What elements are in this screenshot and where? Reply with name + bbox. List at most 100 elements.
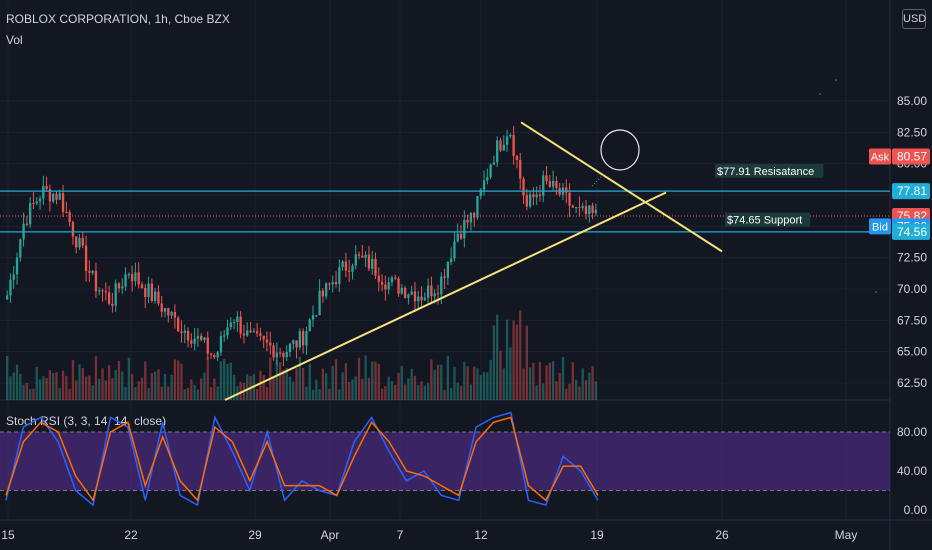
candle-body: [288, 343, 292, 352]
candle-body: [163, 307, 167, 312]
candle-body: [348, 270, 351, 272]
candle-body: [588, 205, 591, 214]
volume-bar: [9, 376, 12, 400]
candle-body: [249, 330, 252, 333]
volume-bar: [377, 363, 380, 400]
candle-body: [459, 233, 463, 239]
volume-bar: [38, 379, 42, 400]
x-tick-label: 15: [1, 528, 15, 542]
stray-dot: [835, 79, 837, 81]
volume-label: Vol: [6, 33, 23, 47]
volume-bar: [117, 361, 121, 400]
candle-body: [292, 340, 295, 344]
volume-bar: [565, 388, 568, 400]
volume-bar: [239, 382, 242, 400]
price-tag-prefix: [869, 148, 891, 165]
candle-body: [107, 292, 111, 304]
volume-bar: [528, 367, 532, 400]
candle-body: [417, 296, 420, 302]
volume-bar: [367, 377, 371, 400]
volume-bar: [147, 388, 150, 400]
volume-bar: [170, 374, 173, 400]
candle-body: [450, 258, 453, 262]
candle-body: [512, 135, 515, 156]
x-tick-label: May: [835, 528, 858, 542]
volume-bar: [203, 372, 206, 400]
candle-body: [285, 351, 288, 358]
volume-bar: [308, 363, 311, 400]
volume-bar: [318, 389, 321, 400]
volume-bar: [482, 371, 486, 400]
candle-body: [436, 293, 440, 295]
volume-bar: [581, 368, 584, 400]
volume-bar: [180, 363, 183, 400]
candle-body: [223, 335, 226, 337]
volume-bar: [486, 372, 489, 400]
candle-body: [104, 291, 107, 293]
candle-body: [473, 213, 476, 218]
volume-bar: [6, 355, 9, 400]
candle-body: [147, 283, 150, 298]
volume-bar: [302, 367, 305, 400]
candle-body: [469, 213, 473, 223]
candle-body: [216, 352, 219, 358]
candle-body: [334, 281, 338, 285]
candle-body: [489, 164, 492, 178]
candle-body: [38, 198, 42, 202]
volume-bar: [436, 364, 440, 400]
volume-bar: [545, 365, 548, 400]
candle-body: [275, 352, 278, 358]
price-tag-value: 74.56: [897, 225, 927, 239]
volume-bar: [84, 376, 88, 400]
candle-body: [397, 278, 400, 294]
candle-body: [542, 175, 545, 196]
volume-bar: [311, 389, 315, 400]
volume-bar: [130, 374, 134, 400]
candle-body: [252, 331, 255, 333]
volume-bar: [35, 366, 38, 400]
volume-bar: [473, 366, 476, 400]
x-tick-label: Apr: [321, 528, 340, 542]
volume-bar: [325, 373, 328, 400]
candle-body: [121, 286, 124, 289]
volume-bar: [226, 364, 229, 400]
volume-bar: [341, 372, 344, 400]
candle-body: [58, 193, 61, 200]
candle-body: [232, 322, 236, 324]
candle-body: [565, 187, 568, 193]
volume-bar: [45, 377, 48, 400]
candle-body: [124, 274, 127, 287]
candle-body: [71, 221, 75, 237]
stoch-y-tick-label: 40.00: [897, 464, 927, 478]
annotation-label: $77.91 Resisatance: [717, 166, 814, 178]
candle-body: [505, 136, 509, 145]
y-tick-label: 67.50: [897, 313, 927, 327]
candle-body: [98, 290, 101, 292]
stoch-title: Stoch RSI (3, 3, 14, 14, close): [6, 414, 166, 428]
candle-body: [144, 288, 147, 298]
candle-body: [117, 283, 121, 289]
volume-bar: [538, 362, 542, 400]
volume-bar: [137, 381, 140, 400]
candle-body: [127, 274, 130, 276]
candle-body: [463, 219, 466, 239]
volume-bar: [499, 350, 502, 400]
price-tag-prefix-text: Bid: [872, 221, 888, 233]
candle-body: [190, 340, 193, 344]
candle-body: [236, 316, 239, 323]
volume-bar: [114, 370, 117, 400]
volume-bar: [262, 374, 265, 400]
volume-bar: [509, 347, 512, 400]
candle-body: [209, 353, 213, 355]
volume-bar: [101, 368, 104, 400]
currency-button[interactable]: USD: [902, 9, 926, 29]
candle-body: [308, 319, 311, 332]
volume-bar: [55, 372, 58, 400]
candle-body: [81, 237, 84, 246]
volume-bar: [32, 388, 35, 400]
volume-bar: [134, 386, 137, 400]
candle-body: [94, 270, 98, 292]
candle-body: [545, 175, 548, 182]
candle-body: [433, 293, 436, 297]
